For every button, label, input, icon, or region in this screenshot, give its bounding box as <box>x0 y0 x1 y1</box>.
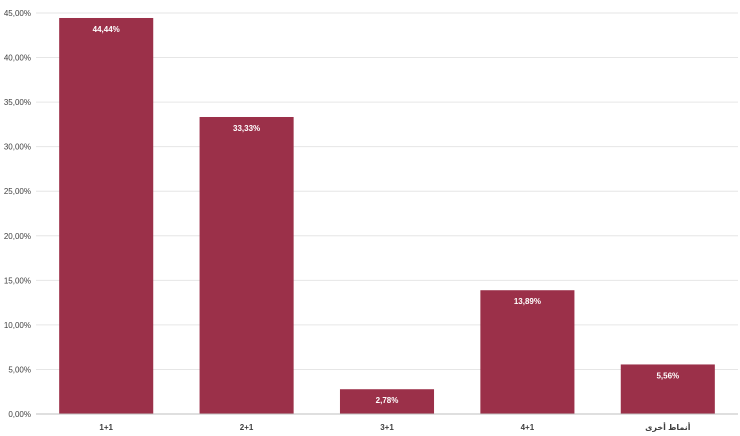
x-category-label: 2+1 <box>240 423 254 432</box>
x-category-label: أنماط أخرى <box>645 422 691 432</box>
y-tick-label: 20,00% <box>4 232 31 241</box>
bar <box>339 389 435 414</box>
data-label: 5,56% <box>656 371 679 380</box>
bar <box>480 290 575 414</box>
bar <box>59 17 154 414</box>
data-label: 44,44% <box>93 25 120 34</box>
y-tick-label: 35,00% <box>4 98 31 107</box>
data-label: 33,33% <box>233 124 260 133</box>
bar <box>620 364 715 414</box>
y-tick-label: 5,00% <box>8 365 31 374</box>
y-tick-label: 15,00% <box>4 276 31 285</box>
y-tick-label: 0,00% <box>8 410 31 419</box>
y-tick-label: 30,00% <box>4 143 31 152</box>
y-tick-label: 25,00% <box>4 187 31 196</box>
data-label: 2,78% <box>376 396 399 405</box>
labels: 0,00% 5,00% 10,00% 15,00% 20,00% 25,00% 30,00%… <box>4 9 691 432</box>
y-tick-label: 10,00% <box>4 321 31 330</box>
x-category-label: 3+1 <box>380 423 394 432</box>
bars <box>59 17 715 414</box>
bar <box>199 116 294 414</box>
x-category-label: 4+1 <box>521 423 535 432</box>
data-label: 13,89% <box>514 297 541 306</box>
y-tick-label: 40,00% <box>4 54 31 63</box>
y-tick-label: 45,00% <box>4 9 31 18</box>
x-category-label: 1+1 <box>99 423 113 432</box>
